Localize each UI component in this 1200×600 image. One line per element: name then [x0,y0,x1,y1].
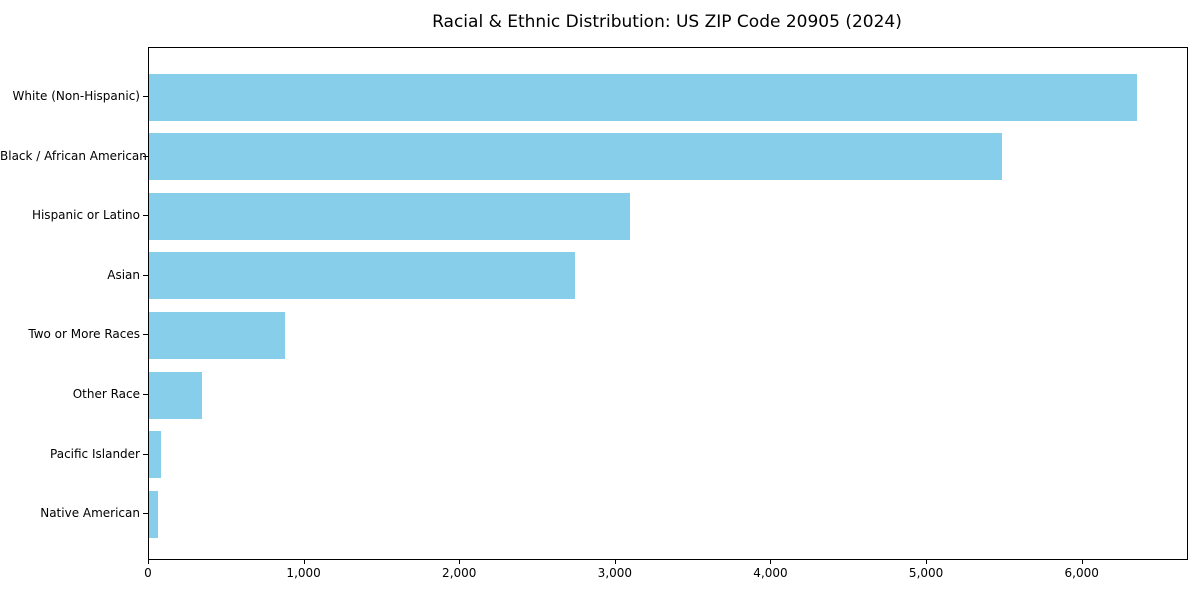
x-tick-mark [926,559,928,564]
x-tick-label-1000: 1,000 [286,566,321,580]
plot-area [148,47,1188,560]
x-tick-label-0: 0 [144,566,152,580]
y-tick-label-white-non-hispanic: White (Non-Hispanic) [12,89,140,103]
x-tick-label-5000: 5,000 [908,566,944,580]
bar-asian [149,252,576,300]
bar-native-american [149,490,158,538]
y-tick-mark [143,96,148,97]
y-tick-mark [143,453,148,455]
y-tick-mark [143,334,148,336]
bar-hispanic-or-latino [149,192,630,240]
chart-title: Racial & Ethnic Distribution: US ZIP Cod… [432,12,902,32]
y-tick-mark [143,155,148,157]
x-tick-label-4000: 4,000 [753,566,788,580]
bar-other-race [149,371,202,419]
y-tick-label-pacific-islander: Pacific Islander [50,446,140,461]
y-tick-mark [143,513,148,515]
x-tick-mark [770,559,772,564]
y-tick-label-black-african-american: Black / African American [0,148,147,163]
y-tick-label-asian: Asian [107,267,140,282]
y-tick-mark [143,215,148,217]
y-tick-label-other-race: Other Race [72,387,140,401]
x-tick-mark [614,559,616,564]
x-tick-mark [1081,559,1083,564]
x-tick-mark [459,559,461,564]
x-tick-label-6000: 6,000 [1064,566,1099,580]
bar-white-non-hispanic [149,73,1138,121]
x-tick-mark [303,559,305,564]
x-tick-mark [148,559,149,564]
bar-black-african-american [149,133,1002,181]
bar-pacific-islander [149,431,161,479]
y-tick-label-two-or-more-races: Two or More Races [28,327,140,342]
y-tick-label-hispanic-or-latino: Hispanic or Latino [31,208,140,223]
bar-two-or-more-races [149,311,286,359]
x-tick-label-3000: 3,000 [597,566,633,580]
y-tick-mark [143,394,148,395]
y-tick-mark [143,274,148,276]
x-tick-label-2000: 2,000 [442,566,477,580]
y-tick-label-native-american: Native American [40,506,140,521]
